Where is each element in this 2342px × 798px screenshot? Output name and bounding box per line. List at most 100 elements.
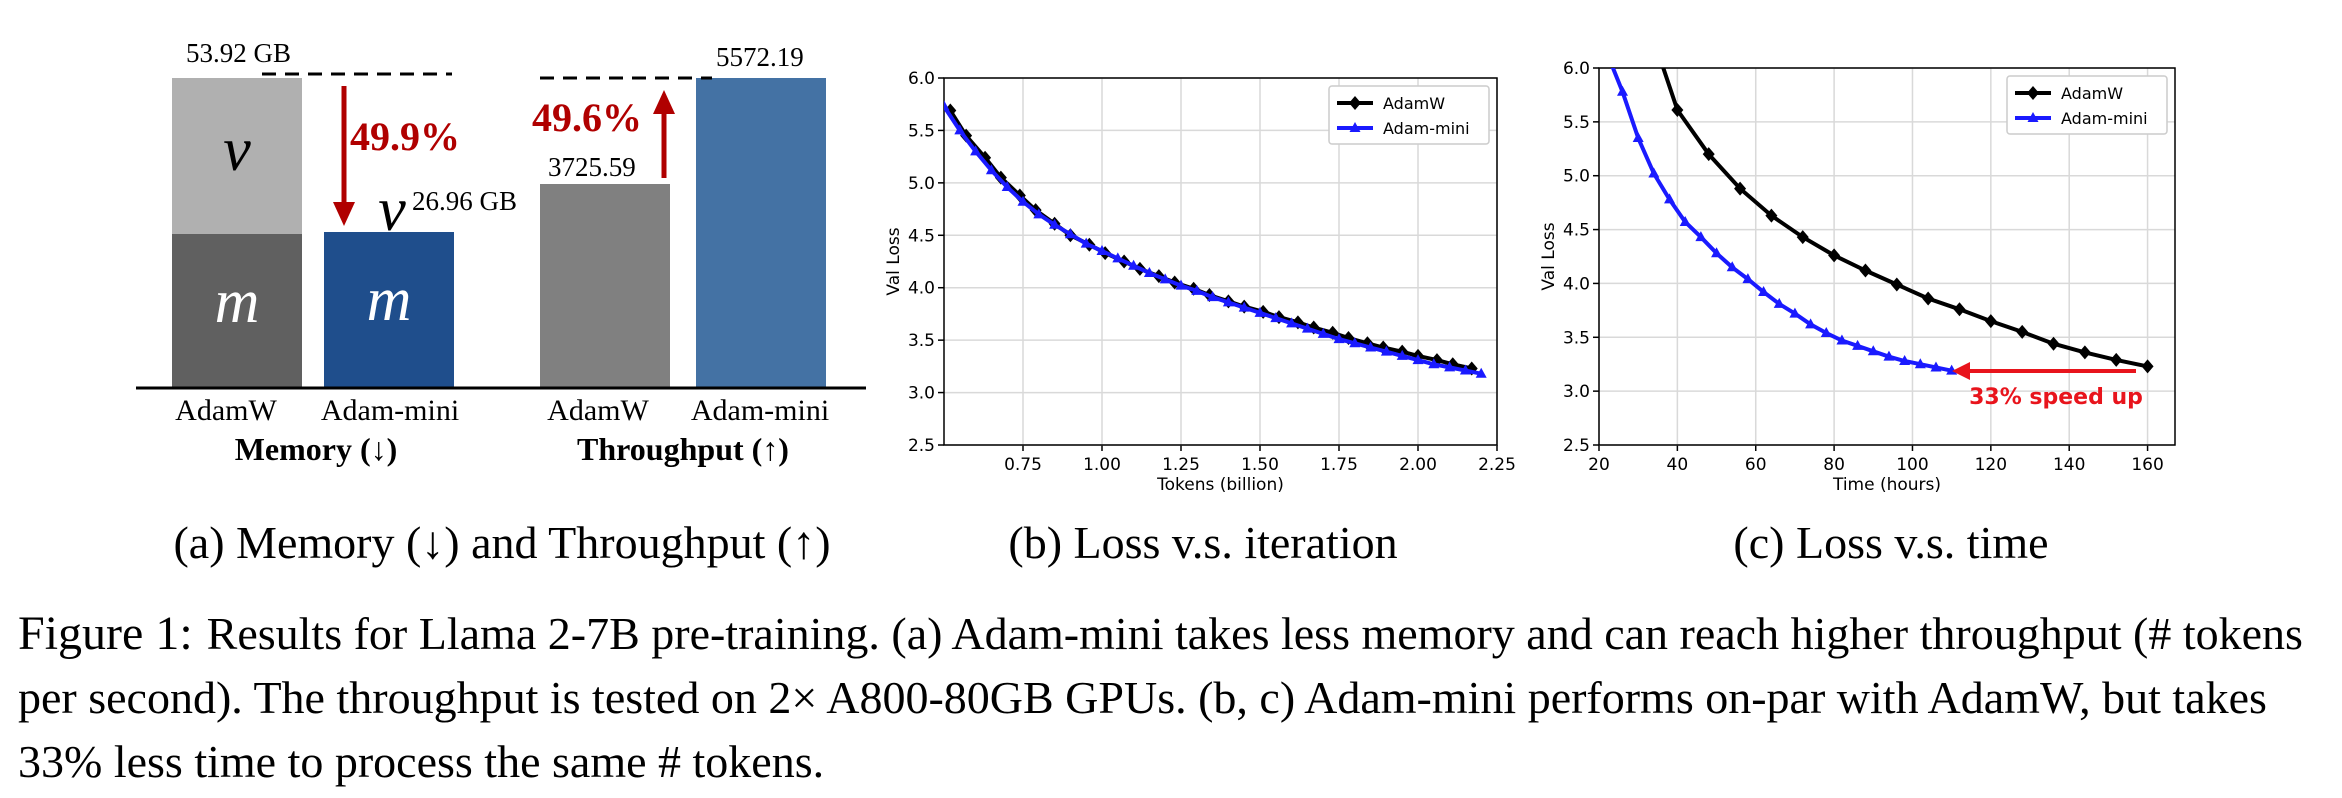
chart-b-x-axis-label: Tokens (billion) [1156,475,1284,495]
subcaption-c: (c) Loss v.s. time [1733,517,2048,568]
chart-c-adamw-point [1671,103,1684,118]
chart-c-adam-mini-point [1605,57,1616,67]
chart-b-adam-mini-point [970,145,982,156]
chart-b-adam-mini-point [1033,208,1045,219]
chart-c-adam-mini-point [1867,345,1879,356]
chart-c-y-tick-label: 2.5 [1563,436,1590,456]
throughput-adam-mini-category: Adam-mini [691,394,829,427]
memory-adam-mini-v-letter: v [378,176,406,244]
chart-b-frame [943,77,1498,446]
chart-b-y-tick-label: 3.0 [908,384,935,404]
chart-c-adam-mini-point [1930,361,1942,372]
chart-c-adamw-point [1890,277,1903,292]
throughput-increase-label: 49.6% [532,95,642,140]
chart-c-x-tick-label: 140 [2053,455,2085,475]
speedup-label: 33% speed up [1969,385,2143,410]
memory-adam-mini-value-label: 26.96 GB [412,186,517,216]
chart-b-y-tick-label: 5.5 [908,121,935,141]
chart-c-adamw-point [1922,291,1935,306]
chart-b-adamw-legend-label: AdamW [1383,94,1445,113]
chart-b-y-tick-label: 2.5 [908,436,935,456]
chart-b-adam-mini-point [1222,296,1234,307]
chart-c-adam-mini-point [1820,326,1832,337]
chart-c-x-tick-label: 100 [1896,455,1928,475]
chart-c-adam-mini-point [1648,167,1660,178]
chart-b-adam-mini-point [1191,284,1203,295]
chart-c-adamw-point [1953,302,1966,317]
chart-b-adam-mini-point [1159,273,1171,284]
chart-c-adam-mini-point [1789,307,1801,318]
chart-c-adam-mini-point [1899,354,1911,365]
chart-c-adam-mini-point [1594,24,1605,34]
chart-c-adam-mini-point [1914,358,1926,369]
subcaption-a: (a) Memory (↓) and Throughput (↑) [173,517,830,568]
chart-c-adam-mini-point [1664,193,1676,204]
chart-c-y-tick-label: 5.0 [1563,167,1590,187]
chart-c-x-tick-label: 120 [1975,455,2007,475]
chart-c-adamw-point [1734,181,1747,196]
chart-b-adam-mini-point [1428,358,1440,369]
chart-b-adam-mini-point [1175,279,1187,290]
speedup-annotation: 33% speed up [1952,362,2143,410]
chart-b-adam-mini-point [1365,341,1377,352]
chart-c-adamw-point [1765,208,1778,223]
chart-c-adam-mini-line [1610,68,1953,373]
chart-b-x-tick-label: 1.75 [1320,455,1358,475]
chart-c-frame [1598,67,2176,446]
chart-c-adam-mini-legend-marker [2027,112,2039,122]
memory-adamw-v-letter: v [223,116,251,184]
chart-c-plot-area [1594,21,2154,375]
chart-c-adamw-point [1644,21,1656,35]
chart-b-adam-mini-point [1064,228,1076,239]
chart-b-adam-mini-point [1096,245,1108,256]
panel-c: 20 40 60 80 100 120 140 160 2.5 3.0 3.5 4.0 4.5 5.0 5.… [1539,21,2176,495]
chart-b-adam-mini-point [1254,306,1266,317]
chart-c-x-tick-label: 60 [1745,455,1767,475]
chart-c-adamw-legend-marker [2027,86,2039,100]
subcaption-b: (b) Loss v.s. iteration [1008,517,1397,568]
memory-adamw-m-letter: m [215,268,260,336]
chart-b-adam-mini-point [1143,267,1155,278]
chart-b-y-tick-label: 6.0 [908,69,935,89]
chart-c-x-tick-label: 80 [1823,455,1845,475]
chart-c-adam-mini-point [1805,318,1817,329]
chart-c-adam-mini-point [1883,350,1895,361]
chart-b-adam-mini-point [1459,364,1471,375]
chart-c-x-tick-label: 40 [1667,455,1689,475]
throughput-adam-mini-value-label: 5572.19 [716,42,804,72]
chart-b-adam-mini-point [1017,195,1029,206]
chart-c-adam-mini-point [1679,216,1691,227]
chart-c-y-tick-label: 6.0 [1563,59,1590,79]
chart-c-adam-mini-point [1758,286,1770,297]
chart-b-adam-mini-legend-label: Adam-mini [1383,119,1470,138]
chart-b-adam-mini-point [1380,345,1392,356]
chart-c-adamw-point [2078,345,2091,360]
chart-c-adam-mini-legend-label: Adam-mini [2061,109,2148,128]
chart-c-y-tick-label: 3.5 [1563,328,1590,348]
chart-c-adamw-point [2016,324,2029,339]
chart-b-plot-area [944,100,1487,378]
chart-b-adam-mini-point [954,124,966,135]
memory-reduction-label: 49.9% [350,114,460,159]
chart-c-y-tick-label: 4.0 [1563,274,1590,294]
chart-c-adamw-point [1796,230,1809,245]
figure-caption-label: Figure 1: [18,607,193,660]
panel-a: v m m v 53.92 GB 26.96 GB 3725.59 5572.1… [136,38,866,568]
memory-reduction-arrowhead [333,202,355,226]
chart-c-adam-mini-point [1695,231,1707,242]
chart-b-x-tick-label: 1.50 [1241,455,1279,475]
speedup-arrowhead [1952,362,1970,380]
chart-c-y-tick-label: 5.5 [1563,113,1590,133]
throughput-adamw-bar [540,184,670,388]
figure-caption-text: Results for Llama 2-7B pre-training. (a)… [18,608,2303,787]
chart-c-adamw-point [2110,352,2123,367]
chart-b-adam-mini-point [1128,259,1140,270]
chart-b-adam-mini-point [1286,317,1298,328]
chart-c-adam-mini-point [1773,297,1785,308]
throughput-adamw-category: AdamW [547,394,649,427]
chart-b-adam-mini-point [1317,327,1329,338]
chart-b-adam-mini-point [1301,322,1313,333]
chart-c-adamw-legend-label: AdamW [2061,84,2123,103]
chart-b-adam-mini-point [985,164,997,175]
